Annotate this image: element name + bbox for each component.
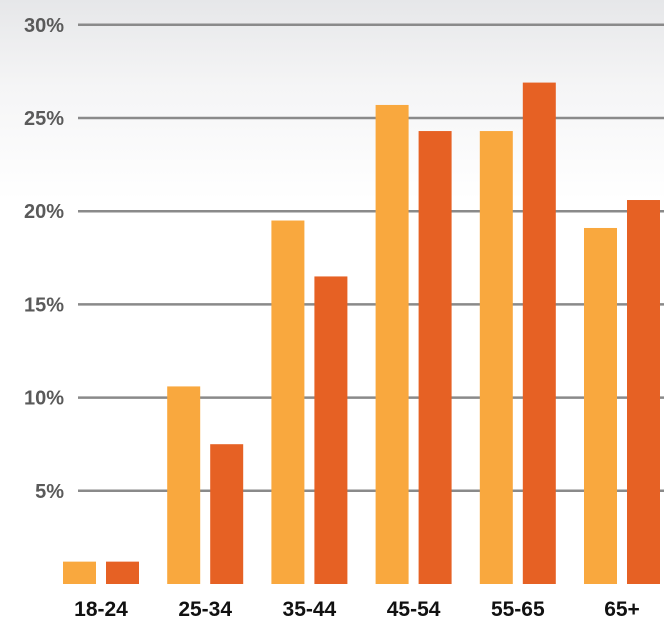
- bars: [63, 82, 660, 585]
- y-tick-label: 10%: [24, 388, 64, 410]
- y-axis-tick-labels: 30% 25% 20% 15% 10% 5%: [24, 15, 64, 503]
- bar-45-54-series-2: [418, 131, 452, 584]
- bar-18-24-series-2: [106, 561, 139, 584]
- gridlines: [78, 23, 664, 493]
- x-category-label: 25-34: [178, 598, 232, 621]
- y-tick-label: 5%: [35, 481, 64, 503]
- bar-55-65-series-1: [479, 131, 513, 584]
- bar-45-54-series-1: [375, 104, 409, 585]
- bar-18-24-series-1: [63, 561, 96, 584]
- bar-35-44-series-1: [271, 220, 305, 584]
- bar-25-34-series-2: [210, 444, 244, 584]
- x-category-label: 35-44: [283, 598, 337, 621]
- bar-55-65-series-2: [522, 82, 556, 585]
- x-category-label: 45-54: [387, 598, 441, 621]
- bar-25-34-series-1: [167, 386, 201, 584]
- x-category-label: 55-65: [491, 598, 545, 621]
- y-tick-label: 15%: [24, 294, 64, 316]
- bar-35-44-series-2: [314, 276, 348, 584]
- bar-65+-series-2: [627, 200, 660, 585]
- x-category-label: 65+: [604, 598, 640, 621]
- bar-65+-series-1: [584, 227, 617, 584]
- y-tick-label: 30%: [24, 15, 64, 37]
- x-axis-category-labels: 18-24 25-34 35-44 45-54 55-65 65+: [74, 598, 640, 621]
- y-tick-label: 20%: [24, 201, 64, 223]
- y-tick-label: 25%: [24, 108, 64, 130]
- x-category-label: 18-24: [74, 598, 128, 621]
